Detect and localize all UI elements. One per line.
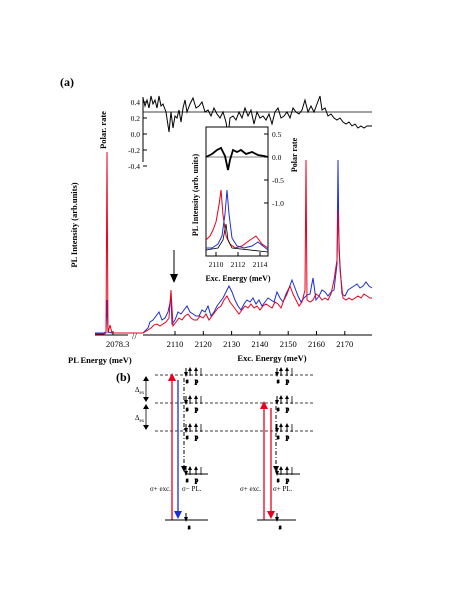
polar-tick-label: 0.4 (131, 98, 141, 107)
pl-traces (95, 151, 373, 335)
svg-text:s: s (279, 525, 282, 531)
svg-text:p: p (195, 478, 198, 484)
svg-text:s: s (188, 525, 191, 531)
panel-b-label: (b) (116, 370, 131, 384)
polar-rate-axes: 0.4 0.2 0.0 -0.2 -0.4 Polar. rate (98, 95, 372, 171)
exc-energy-xlabel: Exc. Energy (meV) (237, 353, 306, 363)
exc-tick-label: 2150 (280, 339, 297, 349)
inset-xlabel: Exc. Energy (meV) (205, 274, 270, 283)
inset-polar-trace (205, 146, 269, 171)
pl-energy-xlabel: PL Energy (meV) (68, 355, 132, 365)
svg-text:s: s (186, 407, 189, 413)
inset-polar-tick-label: 0.0 (272, 153, 282, 162)
pl-trace-blue (95, 159, 373, 334)
pl-intensity-ylabel: PL Intensity (arb.units) (69, 182, 79, 267)
delta-label-2: Δex (135, 414, 145, 424)
svg-text:p: p (195, 407, 198, 413)
pl-trace-red (95, 151, 372, 335)
exc-tick-label: 2110 (167, 339, 184, 349)
inset-xtick-label: 2110 (209, 260, 224, 269)
inset-trace-black (205, 223, 269, 253)
left-pl-label: σ− PL. (182, 485, 202, 493)
svg-text:p: p (286, 435, 289, 441)
inset-trace-blue (206, 189, 269, 251)
polar-tick-label: 0.0 (131, 130, 141, 139)
svg-text:s: s (186, 435, 189, 441)
svg-text:s: s (277, 379, 280, 385)
exc-tick-label: 2130 (223, 339, 240, 349)
exc-tick-label: 2170 (336, 339, 353, 349)
polar-rate-ylabel: Polar. rate (98, 111, 108, 149)
svg-text:p: p (195, 435, 198, 441)
inset-polar-ylabel: Polar rate (290, 137, 299, 172)
svg-text://: // (132, 331, 138, 341)
polar-tick-label: -0.2 (128, 146, 140, 155)
inset-xtick-label: 2114 (253, 260, 268, 269)
svg-text:s: s (186, 379, 189, 385)
svg-text:p: p (195, 379, 198, 385)
inset-polar-tick-label: -0.5 (272, 176, 284, 185)
pl-tick-label: 2078.3 (106, 339, 129, 349)
polar-rate-trace (142, 95, 372, 137)
left-exc-label: σ+ exc. (150, 485, 171, 493)
right-pl-label: σ+ PL. (273, 485, 293, 493)
svg-text:s: s (277, 478, 280, 484)
exc-tick-label: 2120 (195, 339, 212, 349)
svg-text:s: s (277, 407, 280, 413)
svg-text:s: s (186, 478, 189, 484)
svg-text:s: s (277, 435, 280, 441)
svg-text:p: p (286, 407, 289, 413)
panel-a-label: (a) (60, 75, 74, 89)
inset-xtick-label: 2112 (231, 260, 246, 269)
right-exc-label: σ+ exc. (240, 485, 261, 493)
exc-tick-label: 2160 (308, 339, 325, 349)
svg-text:p: p (286, 478, 289, 484)
polar-tick-label: 0.2 (131, 114, 141, 123)
inset: 2110 2112 2114 0.5 0.0 -0.5 -1.0 Exc. Energy … (191, 126, 299, 283)
level-diagram: s ps ps ps ps ps ps p s ps s (143, 367, 315, 532)
delta-label-1: Δex (135, 386, 145, 396)
polar-tick-label: -0.4 (128, 162, 140, 171)
exc-tick-label: 2140 (251, 339, 268, 349)
inset-pl-ylabel: PL Intensity (arb. units) (191, 154, 200, 237)
inset-polar-tick-label: 0.5 (272, 130, 282, 139)
inset-trace-red (205, 189, 269, 249)
inset-polar-tick-label: -1.0 (272, 199, 284, 208)
svg-text:p: p (286, 379, 289, 385)
